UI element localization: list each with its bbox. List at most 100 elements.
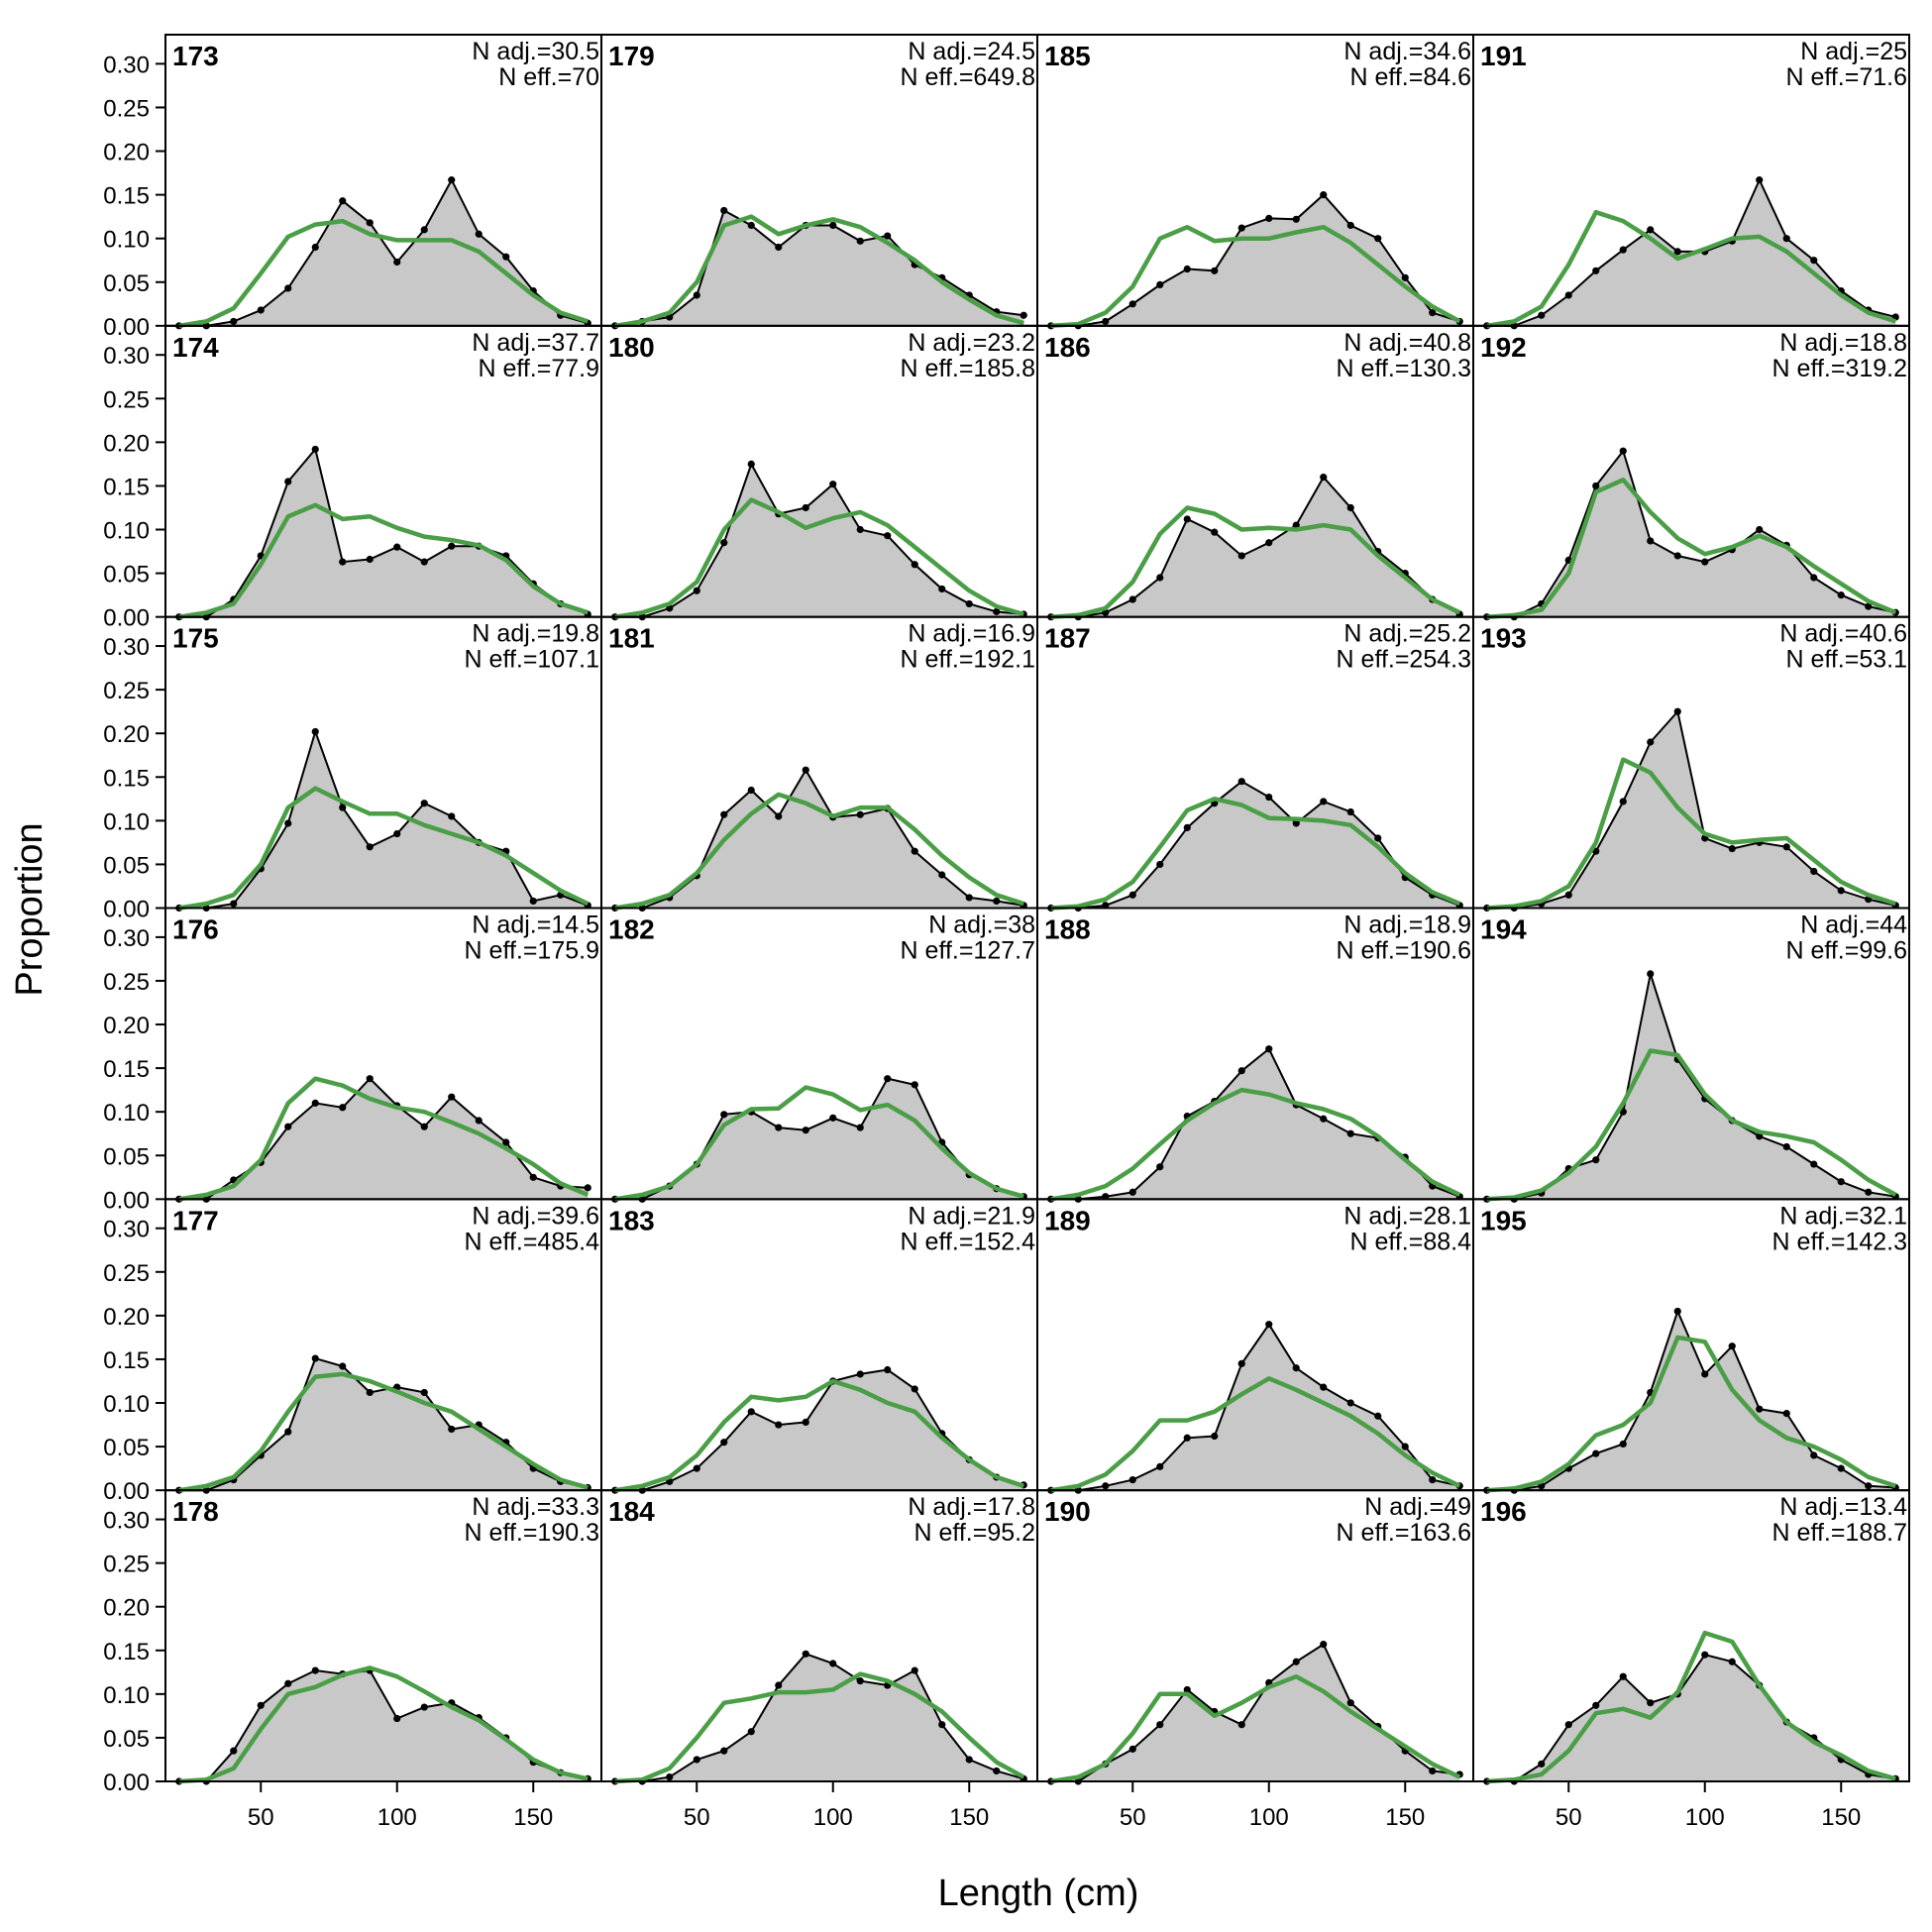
- observed-point-173-110: [420, 226, 428, 234]
- observed-point-175-70: [311, 727, 319, 736]
- panel-173: 173 N adj.=30.5N eff.=70: [164, 34, 602, 330]
- panel-185: 185 N adj.=34.6N eff.=84.6: [1036, 34, 1474, 330]
- expected-line-183: [614, 1378, 1024, 1493]
- observed-point-178-50: [257, 1701, 265, 1709]
- observed-area-183: [614, 1369, 1024, 1491]
- y-tick-label-r5-2: 0.10: [103, 1682, 150, 1709]
- panel-id-174: 174: [172, 332, 219, 363]
- y-tick-label-r3-0: 0.00: [103, 1187, 150, 1214]
- observed-point-182-110: [856, 1124, 864, 1131]
- observed-point-191-90: [1673, 248, 1681, 256]
- expected-line-182: [614, 1085, 1024, 1202]
- observed-point-174-70: [311, 445, 319, 454]
- panel-183: 183 N adj.=21.9N eff.=152.4: [600, 1198, 1038, 1494]
- panel-id-182: 182: [608, 914, 655, 945]
- observed-point-185-60: [1156, 280, 1164, 289]
- observed-line-189: [1050, 1322, 1460, 1492]
- observed-point-183-120: [884, 1365, 892, 1374]
- y-tick-label-r4-1: 0.05: [103, 1435, 150, 1461]
- panel-179: 179 N adj.=24.5N eff.=649.8: [600, 34, 1038, 330]
- observed-point-195-160: [1865, 1482, 1873, 1490]
- observed-point-185-120: [1320, 191, 1328, 199]
- n-eff-label-182: N eff.=127.7: [901, 937, 1035, 965]
- n-adj-label-196: N adj.=13.4: [1779, 1493, 1907, 1521]
- n-adj-label-177: N adj.=39.6: [472, 1202, 599, 1230]
- n-adj-label-192: N adj.=18.8: [1779, 329, 1907, 357]
- y-axis-label: Proportion: [9, 822, 51, 996]
- observed-point-181-90: [802, 766, 809, 774]
- observed-area-192: [1486, 451, 1896, 617]
- observed-point-178-110: [420, 1703, 428, 1711]
- observed-point-194-160: [1865, 1188, 1873, 1196]
- observed-point-193-130: [1782, 843, 1790, 851]
- observed-point-183-110: [856, 1370, 864, 1378]
- observed-point-181-60: [720, 810, 728, 818]
- observed-point-190-50: [1128, 1745, 1136, 1753]
- observed-point-175-110: [420, 800, 428, 807]
- observed-point-179-60: [720, 206, 728, 215]
- n-eff-label-180: N eff.=185.8: [901, 355, 1035, 382]
- y-tick-label-r1-5: 0.25: [103, 386, 150, 413]
- observed-point-175-90: [366, 843, 374, 851]
- n-eff-label-174: N eff.=77.9: [478, 355, 599, 382]
- observed-area-174: [178, 449, 589, 617]
- y-tick-label-r4-6: 0.30: [103, 1217, 150, 1243]
- observed-point-185-40: [1102, 317, 1110, 326]
- observed-point-180-150: [965, 599, 973, 608]
- y-tick-label-r5-4: 0.20: [103, 1595, 150, 1622]
- observed-line-192: [1486, 449, 1896, 618]
- observed-area-187: [1050, 781, 1460, 909]
- observed-point-196-100: [1701, 1651, 1709, 1659]
- observed-point-184-90: [802, 1650, 809, 1658]
- observed-point-191-50: [1564, 291, 1572, 299]
- y-tick-label-r1-4: 0.20: [103, 430, 150, 457]
- observed-point-183-50: [693, 1464, 700, 1472]
- observed-point-179-80: [775, 243, 783, 252]
- observed-point-173-50: [257, 306, 265, 314]
- y-tick-label-r0-1: 0.05: [103, 270, 150, 297]
- panel-id-190: 190: [1044, 1496, 1091, 1527]
- observed-point-192-100: [1701, 558, 1709, 566]
- observed-point-186-120: [1320, 474, 1328, 482]
- y-tick-label-r2-6: 0.30: [103, 634, 150, 661]
- observed-point-195-90: [1673, 1307, 1681, 1316]
- observed-point-190-110: [1292, 1658, 1300, 1665]
- panel-193: 193 N adj.=40.6N eff.=53.1: [1472, 615, 1910, 912]
- observed-point-173-80: [339, 197, 347, 205]
- observed-point-177-90: [366, 1388, 374, 1397]
- observed-point-181-140: [938, 871, 946, 879]
- observed-line-193: [1486, 709, 1896, 910]
- y-tick-label-r1-2: 0.10: [103, 518, 150, 545]
- axes-layer: 0.000.050.100.150.200.250.300.000.050.10…: [103, 52, 1861, 1831]
- y-tick-label-r5-6: 0.30: [103, 1508, 150, 1535]
- observed-point-193-70: [1619, 798, 1627, 805]
- observed-point-179-70: [747, 221, 755, 230]
- y-tick-label-r3-3: 0.15: [103, 1056, 150, 1083]
- observed-point-173-70: [311, 243, 319, 252]
- observed-point-173-130: [475, 230, 483, 238]
- expected-line-192: [1486, 478, 1897, 619]
- y-tick-label-r0-6: 0.30: [103, 52, 150, 78]
- observed-point-187-50: [1128, 891, 1136, 899]
- observed-point-185-130: [1346, 221, 1354, 230]
- y-tick-label-r4-2: 0.10: [103, 1391, 150, 1418]
- x-tick-label-c2-1: 100: [1249, 1804, 1289, 1831]
- observed-point-173-60: [284, 284, 292, 292]
- observed-area-188: [1050, 1048, 1460, 1200]
- n-adj-label-179: N adj.=24.5: [908, 38, 1035, 65]
- observed-point-177-70: [311, 1354, 319, 1362]
- observed-point-190-90: [1237, 1721, 1245, 1729]
- panel-id-188: 188: [1044, 914, 1091, 945]
- observed-point-192-90: [1673, 552, 1681, 560]
- panel-id-183: 183: [608, 1205, 655, 1235]
- observed-point-191-120: [1756, 176, 1764, 184]
- observed-point-195-110: [1728, 1342, 1736, 1350]
- observed-area-189: [1050, 1324, 1460, 1491]
- observed-point-184-80: [775, 1681, 783, 1689]
- observed-point-175-100: [393, 829, 401, 838]
- expected-line-181: [614, 792, 1024, 911]
- panel-id-194: 194: [1480, 914, 1527, 945]
- observed-point-181-150: [965, 894, 973, 902]
- observed-point-176-60: [284, 1123, 292, 1130]
- expected-line-180: [614, 497, 1024, 619]
